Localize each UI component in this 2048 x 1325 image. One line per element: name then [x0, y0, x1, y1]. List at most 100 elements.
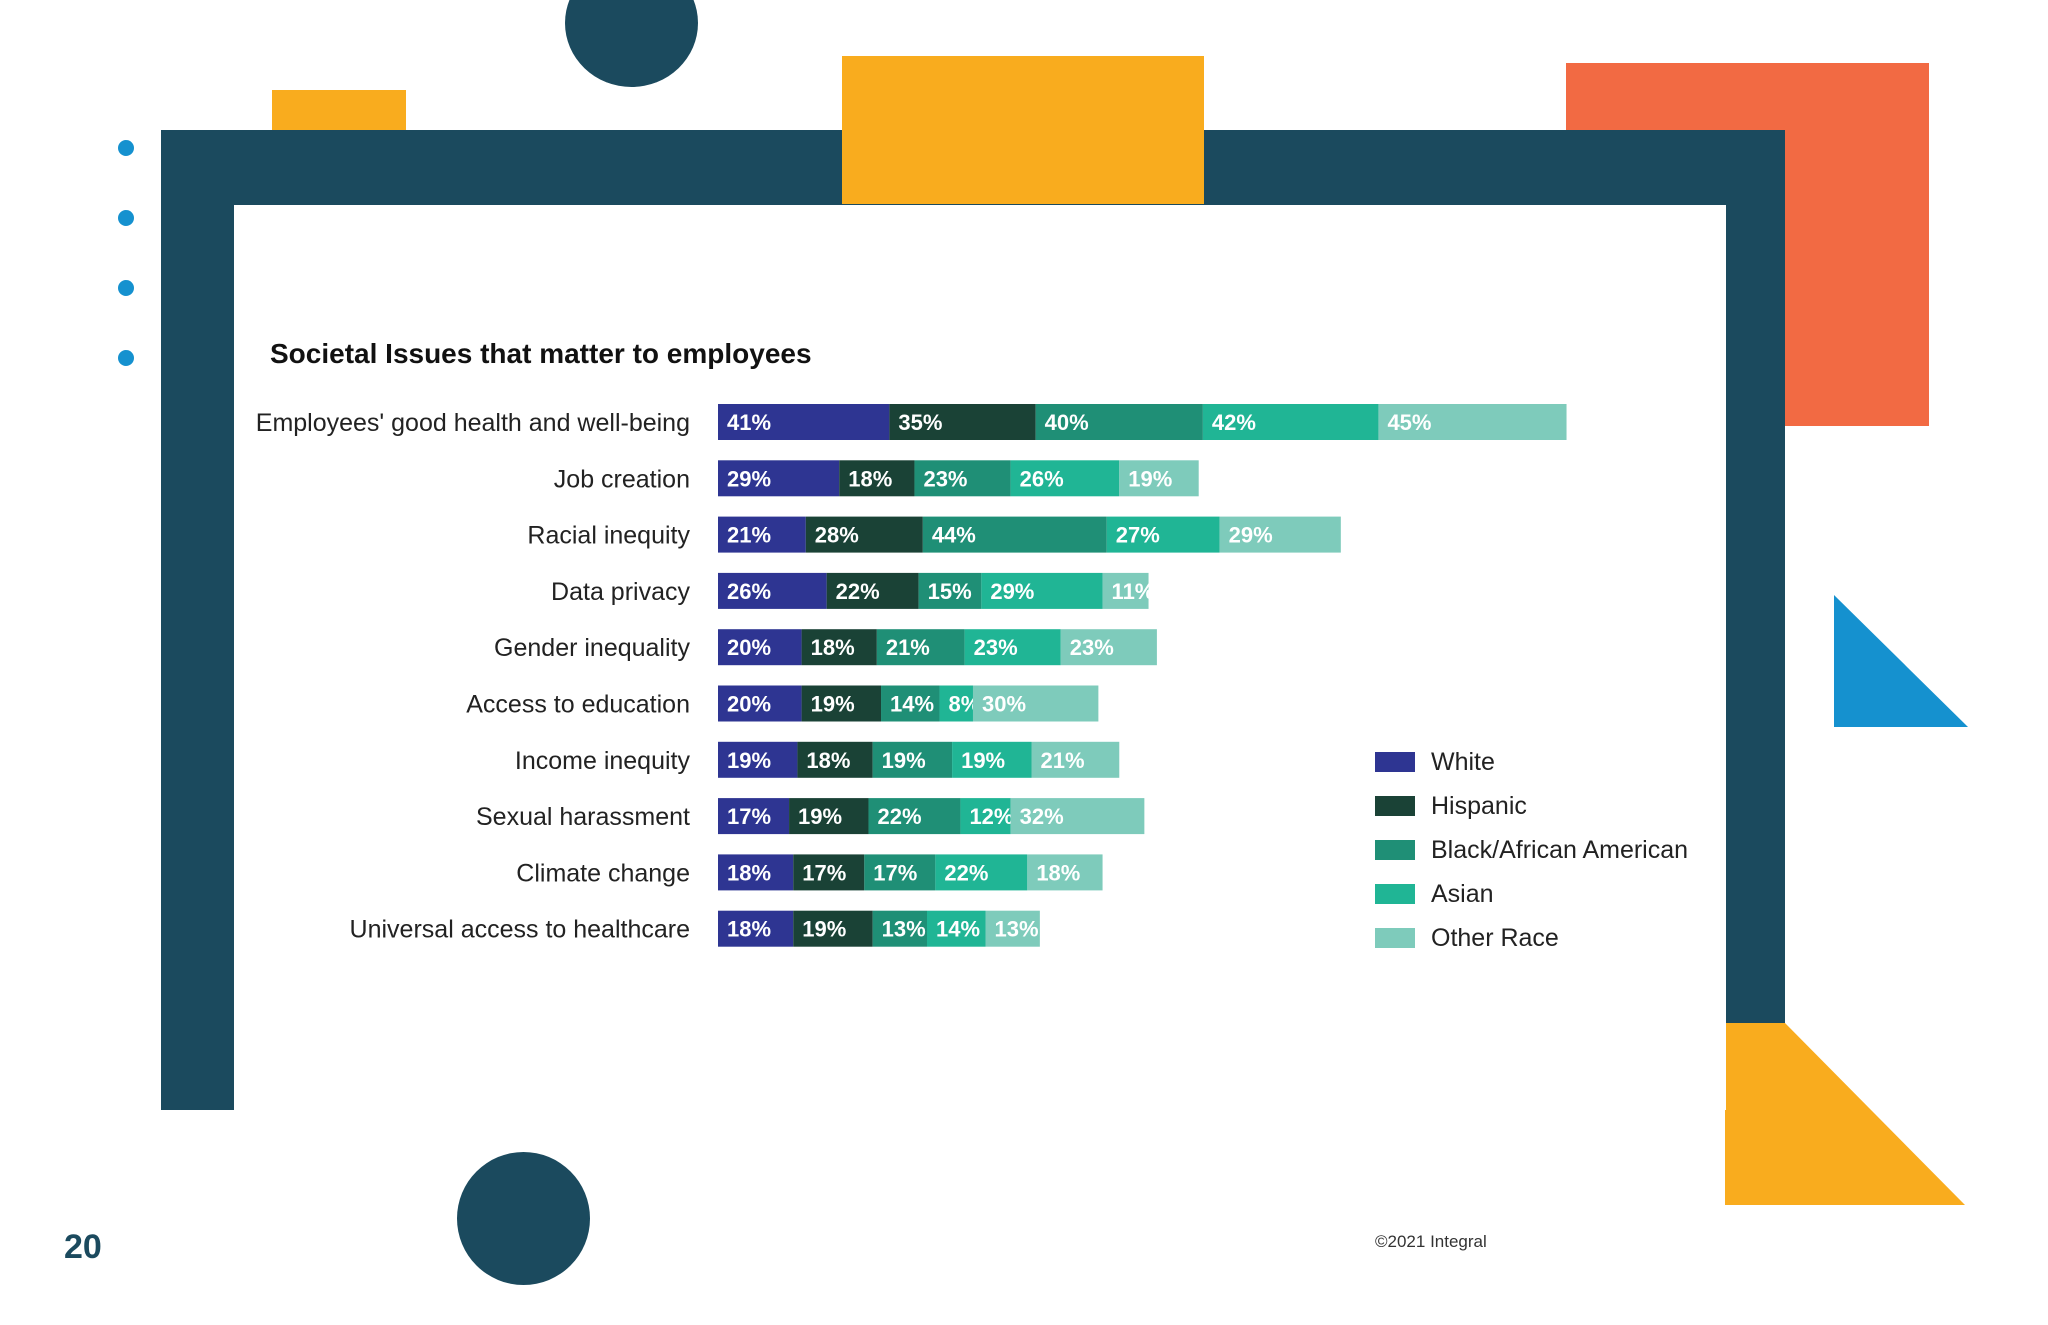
bar-segment: [839, 460, 915, 497]
legend-label: Asian: [1431, 879, 1494, 908]
bar-segment: [801, 685, 882, 722]
bar-segment: [1106, 516, 1220, 553]
bar-value-label: 29%: [1229, 523, 1273, 548]
decorative-dot: [118, 210, 134, 226]
decorative-dot: [118, 140, 134, 156]
bar-value-label: 14%: [890, 692, 934, 717]
bar-segment: [964, 629, 1061, 666]
bar-segment: [1060, 629, 1157, 666]
legend-swatch: [1375, 840, 1415, 860]
bar-segment: [718, 572, 827, 609]
bar-segment: [1010, 798, 1145, 835]
bar-value-label: 19%: [798, 804, 842, 829]
bar-value-label: 19%: [961, 748, 1005, 773]
decorative-dot: [118, 350, 134, 366]
bar-segment: [1219, 516, 1341, 553]
bar-value-label: 13%: [995, 917, 1039, 942]
bar-segment: [789, 798, 869, 835]
bar-segment: [922, 516, 1107, 553]
category-label: Data privacy: [551, 578, 690, 606]
bar-value-label: 19%: [882, 748, 926, 773]
bar-segment: [872, 741, 953, 778]
bar-value-label: 29%: [727, 466, 771, 491]
bar-value-label: 13%: [882, 917, 926, 942]
bar-segment: [985, 910, 1040, 947]
category-label: Racial inequity: [527, 522, 690, 550]
bar-value-label: 18%: [811, 635, 855, 660]
bar-value-label: 45%: [1387, 410, 1431, 435]
bar-segment: [881, 685, 940, 722]
decorative-yellow-triangle: [1725, 1023, 1965, 1205]
bar-segment: [718, 404, 890, 440]
legend-item: Black/African American: [1375, 828, 1688, 872]
bar-value-label: 18%: [848, 466, 892, 491]
bar-value-label: 26%: [727, 579, 771, 604]
bar-value-label: 44%: [932, 523, 976, 548]
bar-value-label: 12%: [969, 804, 1013, 829]
bar-segment: [805, 516, 923, 553]
bar-segment: [718, 629, 802, 666]
bar-segment: [935, 854, 1028, 891]
bar-segment: [718, 741, 798, 778]
bar-segment: [1010, 460, 1120, 497]
bar-segment: [718, 798, 790, 835]
bar-segment: [1035, 404, 1203, 440]
bar-segment: [918, 572, 982, 609]
category-label: Job creation: [554, 465, 690, 493]
bar-segment: [981, 572, 1103, 609]
bar-value-label: 21%: [1041, 748, 1085, 773]
bar-segment: [826, 572, 919, 609]
category-label: Income inequity: [515, 747, 691, 775]
bar-value-label: 20%: [727, 635, 771, 660]
category-label: Gender inequality: [494, 634, 690, 662]
bar-value-label: 35%: [898, 410, 942, 435]
legend-item: White: [1375, 740, 1688, 784]
legend-swatch: [1375, 884, 1415, 904]
legend-label: Black/African American: [1431, 835, 1689, 864]
bar-value-label: 32%: [1020, 804, 1064, 829]
bar-segment: [872, 910, 927, 947]
category-label: Employees' good health and well-being: [256, 409, 690, 437]
copyright-note: ©2021 Integral: [1375, 1232, 1487, 1251]
bar-segment: [868, 798, 961, 835]
bar-value-label: 19%: [802, 917, 846, 942]
bar-segment: [793, 910, 873, 947]
legend-swatch: [1375, 752, 1415, 772]
chart-title: Societal Issues that matter to employees: [270, 338, 812, 369]
bar-value-label: 22%: [944, 860, 988, 885]
bar-value-label: 18%: [806, 748, 850, 773]
bar-segment: [927, 910, 986, 947]
bar-value-label: 29%: [990, 579, 1034, 604]
bar-segment: [718, 910, 794, 947]
bar-value-label: 40%: [1045, 410, 1089, 435]
bar-value-label: 30%: [982, 692, 1026, 717]
bar-segment: [1119, 460, 1199, 497]
bar-value-label: 41%: [727, 410, 771, 435]
bar-segment: [1202, 404, 1379, 440]
legend-swatch: [1375, 796, 1415, 816]
bar-value-label: 19%: [811, 692, 855, 717]
bar-segment: [718, 460, 840, 497]
bar-segment: [876, 629, 965, 666]
chart-legend: White Hispanic Black/African American Asian…: [1375, 740, 1688, 960]
bar-segment: [1378, 404, 1567, 440]
decorative-blue-triangle: [1834, 595, 1968, 727]
bar-segment: [1102, 572, 1149, 609]
decorative-circle-bottom: [457, 1152, 590, 1285]
bar-segment: [914, 460, 1011, 497]
decorative-yellow-rect-large: [842, 56, 1204, 204]
bar-segment: [889, 404, 1036, 440]
category-label: Sexual harassment: [476, 803, 690, 831]
bar-segment: [952, 741, 1032, 778]
bar-segment: [718, 516, 806, 553]
bar-segment: [939, 685, 973, 722]
bar-segment: [1031, 741, 1120, 778]
bar-segment: [718, 854, 794, 891]
bar-segment: [972, 685, 1099, 722]
bar-value-label: 21%: [727, 523, 771, 548]
bar-value-label: 17%: [873, 860, 917, 885]
legend-item: Hispanic: [1375, 784, 1688, 828]
bar-value-label: 22%: [877, 804, 921, 829]
bar-segment: [801, 629, 877, 666]
bar-value-label: 27%: [1116, 523, 1160, 548]
